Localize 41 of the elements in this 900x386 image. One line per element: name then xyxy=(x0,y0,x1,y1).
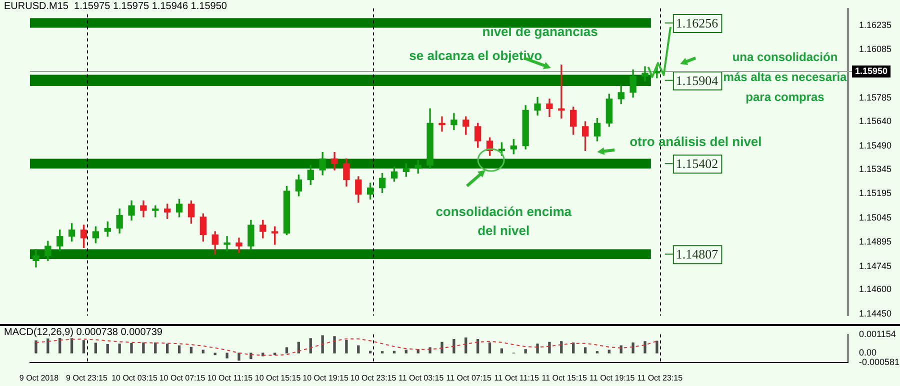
chart-title: EURUSD.M15 1.15975 1.15975 1.15946 1.15950 xyxy=(4,1,227,12)
y-tick-label: 0.00 xyxy=(859,348,877,358)
y-tick-label: 1.16085 xyxy=(859,44,892,54)
y-tick-label: 1.14895 xyxy=(859,236,892,247)
x-tick-label: 11 Oct 23:15 xyxy=(637,373,684,382)
band-label: 1.14807 xyxy=(676,246,719,262)
ref-line-label: 1.15950 xyxy=(855,66,888,76)
annotation: se alcanza el objetivo xyxy=(409,46,542,64)
x-tick-label: 10 Oct 03:15 xyxy=(112,373,158,382)
x-tick-label: 9 Oct 23:15 xyxy=(66,373,108,382)
y-tick-label: 1.15345 xyxy=(859,164,892,174)
annotation: nivel de ganancias xyxy=(482,22,598,40)
y-tick-label: -0.000581 xyxy=(859,356,900,367)
x-tick-label: 11 Oct 03:15 xyxy=(398,373,444,382)
chart-title: MACD(12,26,9) 0.000738 0.000739 xyxy=(4,327,162,338)
x-tick-label: 11 Oct 15:15 xyxy=(542,373,588,382)
x-tick-label: 10 Oct 07:15 xyxy=(159,373,206,382)
y-tick-label: 1.14745 xyxy=(859,260,892,271)
x-tick-label: 10 Oct 15:15 xyxy=(254,373,302,382)
y-tick-label: 1.16235 xyxy=(859,20,892,30)
x-tick-label: 11 Oct 11:15 xyxy=(494,373,540,382)
y-tick-label: 1.14450 xyxy=(859,308,892,318)
y-tick-label: 1.14600 xyxy=(859,284,892,294)
x-tick-label: 10 Oct 23:15 xyxy=(350,373,397,382)
band-label: 1.15904 xyxy=(676,72,719,88)
x-tick-label: 10 Oct 19:15 xyxy=(302,373,350,382)
annotation: consolidación encima del nivel xyxy=(434,203,573,240)
y-tick-label: 0.001154 xyxy=(859,328,896,339)
band-label: 1.16256 xyxy=(676,15,719,30)
y-tick-label: 1.15490 xyxy=(859,140,892,150)
band-label: 1.15402 xyxy=(676,156,718,172)
y-tick-label: 1.15195 xyxy=(859,188,892,198)
x-tick-label: 9 Oct 2018 xyxy=(19,373,60,382)
x-tick-label: 11 Oct 19:15 xyxy=(590,373,636,382)
annotation: otro análisis del nivel xyxy=(630,132,762,150)
y-tick-label: 1.15640 xyxy=(859,116,892,126)
x-tick-label: 11 Oct 07:15 xyxy=(446,373,492,382)
y-tick-label: 1.15045 xyxy=(859,212,892,222)
y-tick-label: 1.15785 xyxy=(859,92,892,103)
x-tick-label: 10 Oct 11:15 xyxy=(207,373,254,382)
annotation: una consolidación más alta es necesaria para compras xyxy=(722,49,848,106)
